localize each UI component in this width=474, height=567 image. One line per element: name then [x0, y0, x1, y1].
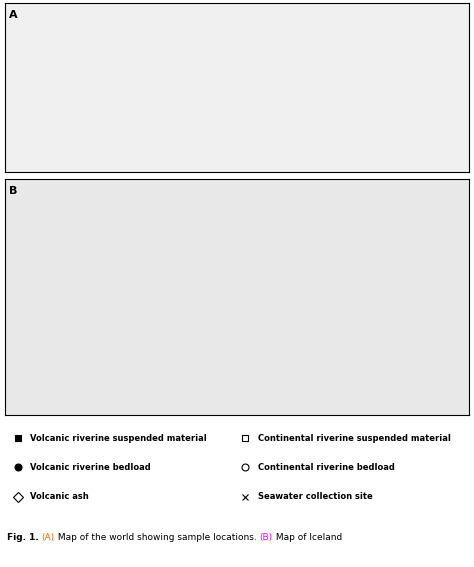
Text: Volcanic riverine bedload: Volcanic riverine bedload	[30, 463, 151, 472]
Text: Volcanic riverine suspended material: Volcanic riverine suspended material	[30, 434, 207, 443]
Text: Fig. 1.: Fig. 1.	[7, 532, 39, 541]
Text: Volcanic ash: Volcanic ash	[30, 493, 89, 501]
Text: Map of Iceland: Map of Iceland	[273, 532, 342, 541]
Text: Map of the world showing sample locations.: Map of the world showing sample location…	[55, 532, 259, 541]
Text: Seawater collection site: Seawater collection site	[258, 493, 373, 501]
Text: (A): (A)	[42, 532, 55, 541]
Text: (B): (B)	[259, 532, 273, 541]
Text: B: B	[9, 186, 18, 196]
Text: Continental riverine bedload: Continental riverine bedload	[258, 463, 395, 472]
Text: A: A	[9, 10, 18, 20]
Text: Continental riverine suspended material: Continental riverine suspended material	[258, 434, 451, 443]
